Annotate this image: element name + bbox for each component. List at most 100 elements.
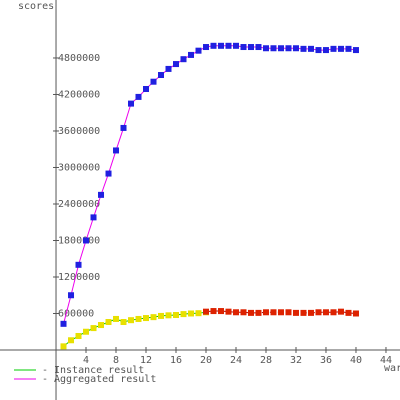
point [113, 315, 120, 322]
y-tick-label: 3600000 [58, 126, 100, 137]
point [150, 78, 157, 85]
point [195, 47, 202, 54]
point [113, 147, 120, 154]
point [337, 308, 344, 315]
y-tick-label: 1200000 [58, 272, 100, 283]
point [68, 337, 75, 344]
point [75, 261, 82, 268]
point [210, 42, 217, 49]
series-line [63, 45, 357, 324]
point [352, 47, 359, 54]
point [307, 309, 314, 316]
point [98, 322, 105, 329]
point [105, 319, 112, 326]
y-axis-label: scores [18, 1, 54, 12]
point [60, 320, 67, 327]
point [292, 309, 299, 316]
point [143, 86, 150, 93]
x-axis-label: war [384, 363, 400, 374]
point [270, 45, 277, 52]
point [307, 45, 314, 52]
point [98, 191, 105, 198]
point [158, 312, 165, 319]
x-tick-label: 4 [83, 355, 89, 366]
point [330, 45, 337, 52]
point [75, 333, 82, 339]
point [135, 315, 142, 322]
point [337, 45, 344, 52]
point [285, 309, 292, 316]
point [352, 310, 359, 317]
point [292, 45, 299, 52]
point [322, 309, 329, 316]
point [240, 44, 247, 51]
legend-label: Instance result [54, 365, 144, 376]
x-tick-label: 12 [140, 355, 152, 366]
point [195, 310, 202, 317]
point [300, 45, 307, 52]
x-tick-label: 40 [350, 355, 362, 366]
x-tick-label: 32 [290, 355, 302, 366]
point [262, 309, 269, 316]
point [83, 328, 90, 335]
point [270, 309, 277, 316]
x-tick-label: 20 [200, 355, 212, 366]
point [247, 309, 254, 316]
point [255, 309, 262, 316]
point [188, 310, 195, 317]
point [90, 325, 97, 332]
point [135, 93, 142, 100]
point [300, 309, 307, 316]
point [180, 311, 187, 318]
point [345, 45, 352, 52]
point [277, 309, 284, 316]
point [143, 315, 150, 322]
point [90, 214, 97, 221]
x-tick-label: 36 [320, 355, 332, 366]
point [202, 44, 209, 51]
point [120, 124, 127, 131]
point [180, 56, 187, 63]
point [225, 42, 232, 49]
x-tick-label: 44 [380, 355, 392, 366]
x-tick-label: 8 [113, 355, 119, 366]
point [225, 308, 232, 315]
point [315, 309, 322, 316]
x-tick-label: 24 [230, 355, 242, 366]
point [165, 312, 172, 319]
point [262, 45, 269, 52]
legend-dash: - [42, 365, 48, 376]
point [173, 312, 180, 319]
point [202, 308, 209, 315]
point [68, 292, 75, 299]
y-tick-label: 4800000 [58, 53, 100, 64]
point [247, 44, 254, 51]
y-tick-label: 3000000 [58, 162, 100, 173]
point [120, 319, 127, 326]
point [277, 45, 284, 52]
y-tick-label: 2400000 [58, 199, 100, 210]
point [217, 42, 224, 49]
point [158, 72, 165, 79]
point [330, 309, 337, 316]
point [83, 237, 90, 244]
y-tick-label: 1800000 [58, 235, 100, 246]
point [128, 317, 135, 324]
legend-dash: - [42, 374, 48, 385]
point [128, 100, 135, 107]
y-tick-label: 4200000 [58, 89, 100, 100]
point [210, 308, 217, 315]
point [285, 45, 292, 52]
point [217, 308, 224, 315]
point [322, 47, 329, 54]
point [345, 309, 352, 316]
x-tick-label: 16 [170, 355, 182, 366]
point [315, 47, 322, 54]
point [165, 65, 172, 72]
point [105, 170, 112, 177]
x-tick-label: 28 [260, 355, 272, 366]
point [240, 309, 247, 316]
point [150, 314, 157, 321]
